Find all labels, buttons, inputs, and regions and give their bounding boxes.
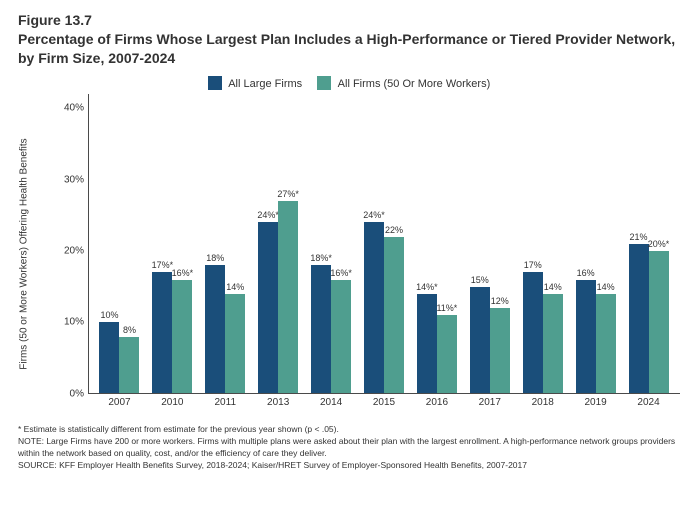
bar-group: 10%8% — [94, 94, 145, 394]
bar-series2: 27%* — [278, 201, 298, 394]
bar-value-label: 18% — [206, 253, 224, 263]
y-tick: 40% — [58, 103, 88, 114]
bar-value-label: 17%* — [152, 260, 174, 270]
x-tick-label: 2018 — [517, 394, 568, 414]
bar-series2: 14% — [543, 294, 563, 394]
bar-group: 21%20%* — [623, 94, 674, 394]
bar-series2: 16%* — [331, 280, 351, 394]
footnote-source: SOURCE: KFF Employer Health Benefits Sur… — [18, 460, 680, 471]
bar-series1: 17%* — [152, 272, 172, 393]
x-tick-label: 2010 — [147, 394, 198, 414]
x-axis-labels: 2007201020112013201420152016201720182019… — [88, 394, 680, 414]
bar-value-label: 14% — [226, 282, 244, 292]
legend-swatch-2 — [317, 76, 331, 90]
bar-group: 17%14% — [517, 94, 568, 394]
bar-group: 24%*22% — [359, 94, 410, 394]
y-axis: 0%10%20%30%40% — [58, 94, 89, 394]
bar-group: 18%14% — [200, 94, 251, 394]
bar-group: 17%*16%* — [147, 94, 198, 394]
bar-group: 24%*27%* — [253, 94, 304, 394]
bar-group: 15%12% — [464, 94, 515, 394]
bar-value-label: 22% — [385, 225, 403, 235]
bar-value-label: 21% — [630, 232, 648, 242]
bar-series2: 12% — [490, 308, 510, 394]
bar-series1: 24%* — [364, 222, 384, 393]
bar-value-label: 15% — [471, 275, 489, 285]
figure-container: Figure 13.7 Percentage of Firms Whose La… — [0, 0, 698, 483]
x-tick-label: 2011 — [200, 394, 251, 414]
y-tick: 30% — [58, 174, 88, 185]
legend-item-series1: All Large Firms — [208, 76, 302, 90]
y-tick: 0% — [58, 388, 88, 399]
y-axis-title: Firms (50 or More Workers) Offering Heal… — [19, 138, 30, 369]
figure-number: Figure 13.7 — [18, 12, 680, 28]
bar-series2: 8% — [119, 337, 139, 394]
x-tick-label: 2019 — [570, 394, 621, 414]
bar-value-label: 11%* — [436, 303, 457, 313]
bar-series1: 18%* — [311, 265, 331, 394]
footnotes: * Estimate is statistically different fr… — [18, 424, 680, 472]
bar-value-label: 14% — [597, 282, 615, 292]
bar-series1: 14%* — [417, 294, 437, 394]
bar-series1: 15% — [470, 287, 490, 394]
figure-title: Percentage of Firms Whose Largest Plan I… — [18, 30, 680, 68]
bar-series2: 22% — [384, 237, 404, 394]
y-tick: 20% — [58, 245, 88, 256]
bar-series2: 11%* — [437, 315, 457, 394]
bar-group: 14%*11%* — [411, 94, 462, 394]
bar-series1: 21% — [629, 244, 649, 394]
bar-value-label: 14%* — [416, 282, 438, 292]
bar-series2: 16%* — [172, 280, 192, 394]
footnote-significance: * Estimate is statistically different fr… — [18, 424, 680, 435]
legend-swatch-1 — [208, 76, 222, 90]
bar-value-label: 18%* — [310, 253, 332, 263]
bar-series1: 16% — [576, 280, 596, 394]
plot-area: Firms (50 or More Workers) Offering Heal… — [58, 94, 680, 414]
legend: All Large Firms All Firms (50 Or More Wo… — [18, 76, 680, 90]
legend-item-series2: All Firms (50 Or More Workers) — [317, 76, 490, 90]
bar-series2: 20%* — [649, 251, 669, 394]
bar-group: 16%14% — [570, 94, 621, 394]
bars-container: 10%8%17%*16%*18%14%24%*27%*18%*16%*24%*2… — [88, 94, 680, 394]
footnote-note: NOTE: Large Firms have 200 or more worke… — [18, 436, 680, 459]
legend-label-2: All Firms (50 Or More Workers) — [338, 78, 491, 90]
x-tick-label: 2024 — [623, 394, 674, 414]
bar-value-label: 12% — [491, 296, 509, 306]
x-tick-label: 2017 — [464, 394, 515, 414]
bar-value-label: 27%* — [277, 189, 299, 199]
bar-value-label: 8% — [123, 325, 136, 335]
bar-value-label: 17% — [524, 260, 542, 270]
x-tick-label: 2007 — [94, 394, 145, 414]
bar-series2: 14% — [596, 294, 616, 394]
bar-value-label: 16%* — [330, 268, 352, 278]
bar-value-label: 16%* — [172, 268, 194, 278]
bar-series1: 10% — [99, 322, 119, 393]
bar-series1: 24%* — [258, 222, 278, 393]
bar-series1: 17% — [523, 272, 543, 393]
bar-value-label: 16% — [577, 268, 595, 278]
y-tick: 10% — [58, 317, 88, 328]
bar-value-label: 20%* — [648, 239, 670, 249]
bar-value-label: 14% — [544, 282, 562, 292]
bar-value-label: 24%* — [257, 210, 279, 220]
bar-value-label: 24%* — [363, 210, 385, 220]
x-tick-label: 2015 — [359, 394, 410, 414]
x-tick-label: 2013 — [253, 394, 304, 414]
x-tick-label: 2014 — [306, 394, 357, 414]
x-tick-label: 2016 — [411, 394, 462, 414]
bar-series2: 14% — [225, 294, 245, 394]
bar-value-label: 10% — [100, 310, 118, 320]
legend-label-1: All Large Firms — [228, 78, 302, 90]
bar-series1: 18% — [205, 265, 225, 394]
bar-group: 18%*16%* — [306, 94, 357, 394]
